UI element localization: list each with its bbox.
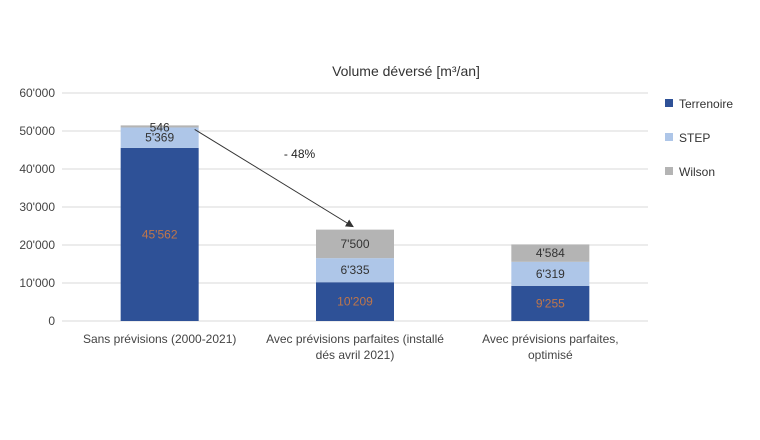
category-label: Sans prévisions (2000-2021) xyxy=(83,332,236,346)
data-label-wilson: 546 xyxy=(150,120,170,134)
y-tick-label: 30'000 xyxy=(19,200,55,214)
y-tick-label: 60'000 xyxy=(19,86,55,100)
y-tick-label: 10'000 xyxy=(19,276,55,290)
bar-terrenoire xyxy=(316,282,394,321)
bar-step xyxy=(120,127,199,148)
legend: Terrenoire STEP Wilson xyxy=(665,97,733,179)
data-label-step: 5'369 xyxy=(145,131,174,145)
data-label-terrenoire: 10'209 xyxy=(337,295,373,309)
category-label: optimisé xyxy=(528,348,573,362)
data-label-step: 6'319 xyxy=(536,267,565,281)
reduction-arrow xyxy=(194,128,354,228)
data-label-wilson: 7'500 xyxy=(341,237,370,251)
bar-step xyxy=(511,261,590,286)
bar-wilson xyxy=(120,125,199,128)
y-tick-label: 40'000 xyxy=(19,162,55,176)
bar-step xyxy=(316,258,394,283)
legend-swatch-step xyxy=(665,133,673,141)
data-label-terrenoire: 45'562 xyxy=(142,227,178,241)
bar-terrenoire xyxy=(120,147,199,321)
data-label-wilson: 4'584 xyxy=(536,246,565,260)
category-labels: Sans prévisions (2000-2021) Avec prévisio… xyxy=(83,332,619,362)
category-label: Avec prévisions parfaites (installé xyxy=(266,332,444,346)
bar-wilson xyxy=(316,229,394,259)
y-tick-label: 20'000 xyxy=(19,238,55,252)
y-tick-label: 0 xyxy=(48,314,55,328)
reduction-label: - 48% xyxy=(284,147,316,161)
bars xyxy=(120,125,590,321)
legend-label-terrenoire: Terrenoire xyxy=(679,97,733,111)
y-axis-ticks: 0 10'000 20'000 30'000 40'000 50'000 60'000 xyxy=(19,86,55,328)
y-tick-label: 50'000 xyxy=(19,124,55,138)
legend-label-wilson: Wilson xyxy=(679,165,715,179)
reduction-annotation: - 48% xyxy=(194,128,354,228)
chart-title: Volume déversé [m³/an] xyxy=(332,63,480,79)
legend-label-step: STEP xyxy=(679,131,710,145)
bar-terrenoire xyxy=(511,285,590,321)
category-label: dés avril 2021) xyxy=(316,348,395,362)
bar-wilson xyxy=(511,244,590,262)
legend-swatch-wilson xyxy=(665,167,673,175)
legend-swatch-terrenoire xyxy=(665,99,673,107)
data-label-terrenoire: 9'255 xyxy=(536,296,565,310)
category-label: Avec prévisions parfaites, xyxy=(482,332,619,346)
data-label-step: 6'335 xyxy=(341,263,370,277)
